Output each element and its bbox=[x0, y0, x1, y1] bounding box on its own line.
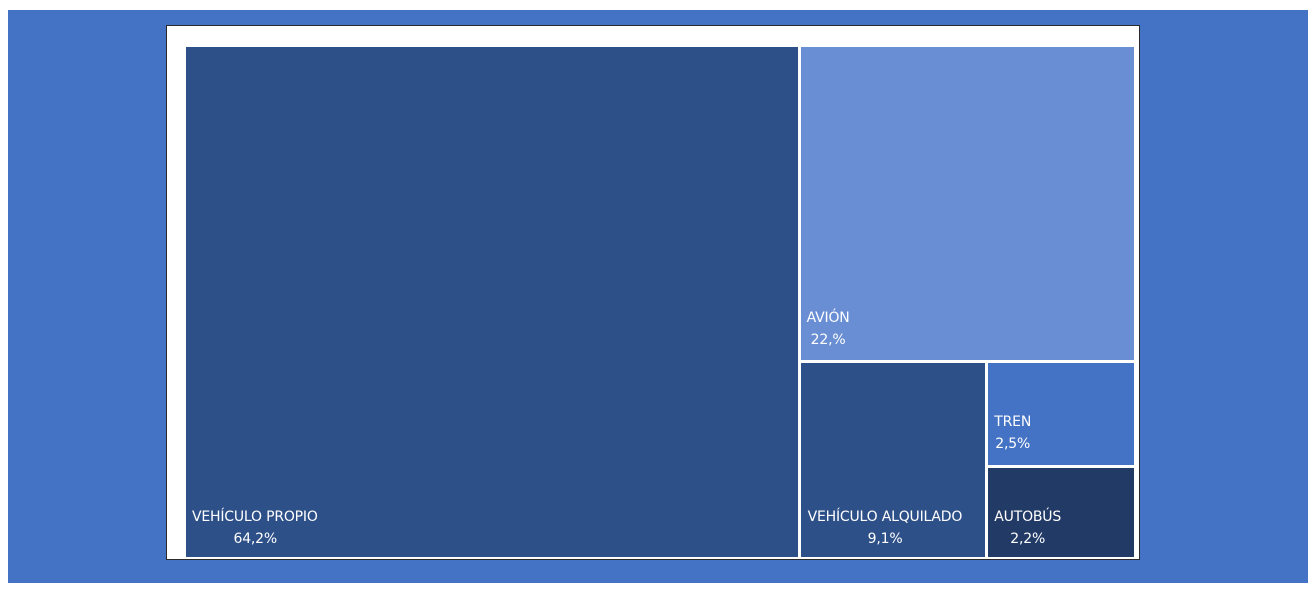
treemap-tile-autobus: AUTOBÚS 2,2% bbox=[988, 468, 1134, 557]
treemap-tile-avion: AVIÓN 22,% bbox=[800, 47, 1134, 361]
tile-label: VEHÍCULO PROPIO bbox=[192, 509, 318, 525]
tile-label: AUTOBÚS bbox=[994, 508, 1062, 525]
tile-label: TREN bbox=[994, 414, 1032, 431]
tile-label: AVIÓN bbox=[806, 310, 850, 327]
tile-value-label: 9,1% bbox=[867, 530, 903, 547]
tile-label: VEHÍCULO ALQUILADO bbox=[807, 508, 963, 525]
treemap-tile-vehiculo-propio: VEHÍCULO PROPIO 64,2% bbox=[186, 47, 798, 557]
tile-value-label: 2,2% bbox=[1010, 530, 1046, 547]
tile-value-label: 64,2% bbox=[233, 531, 278, 547]
treemap-tile-vehiculo-alquilado: VEHÍCULO ALQUILADO 9,1% bbox=[800, 363, 986, 557]
tile-value-label: 2,5% bbox=[995, 436, 1031, 453]
treemap-tile-tren: TREN 2,5% bbox=[988, 363, 1134, 466]
treemap: VEHÍCULO PROPIO 64,2% AVIÓN 22,% VEHÍCULO AL… bbox=[186, 47, 1134, 557]
tile-value-label: 22,% bbox=[810, 332, 846, 349]
